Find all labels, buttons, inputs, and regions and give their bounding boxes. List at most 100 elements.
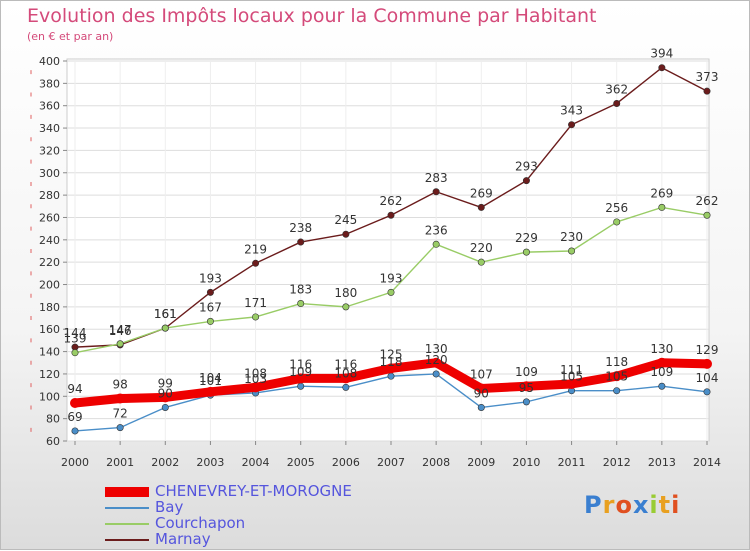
data-label-2: 256 [605, 201, 628, 215]
data-point-3 [206, 288, 214, 296]
y-tick-label: 160 [39, 323, 60, 336]
y-tick-label: 340 [39, 122, 60, 135]
data-label-2: 183 [289, 283, 312, 297]
x-tick-label: 2001 [106, 456, 134, 469]
data-label-1: 118 [380, 355, 403, 369]
data-point-2 [206, 317, 214, 325]
y-tick-label: 180 [39, 301, 60, 314]
data-point-2 [613, 218, 621, 226]
data-point-1 [477, 403, 485, 411]
data-label-1: 105 [560, 370, 583, 384]
data-point-1 [432, 370, 440, 378]
data-label-1: 90 [474, 386, 489, 400]
data-label-1: 95 [519, 381, 534, 395]
data-label-1: 120 [425, 353, 448, 367]
data-point-1 [342, 383, 350, 391]
data-label-1: 69 [67, 410, 82, 424]
y-tick-label: 300 [39, 167, 60, 180]
data-point-0 [431, 357, 442, 368]
data-point-3 [342, 230, 350, 238]
data-label-1: 72 [113, 407, 128, 421]
data-point-3 [387, 211, 395, 219]
x-tick-label: 2012 [603, 456, 631, 469]
legend-label-marnay: Marnay [155, 530, 211, 548]
y-tick-label: 100 [39, 390, 60, 403]
data-label-2: 269 [650, 186, 673, 200]
x-tick-label: 2002 [151, 456, 179, 469]
y-tick-label: 60 [46, 435, 60, 448]
y-tick-label: 260 [39, 211, 60, 224]
x-tick-label: 2013 [648, 456, 676, 469]
data-point-2 [703, 211, 711, 219]
data-point-2 [522, 248, 530, 256]
data-label-2: 167 [199, 300, 222, 314]
data-label-0: 118 [605, 355, 628, 369]
data-point-2 [297, 300, 305, 308]
y-tick-label: 360 [39, 100, 60, 113]
legend-label-bay: Bay [155, 498, 184, 516]
data-label-0: 130 [425, 342, 448, 356]
y-tick-label: 380 [39, 77, 60, 90]
y-tick-label: 400 [39, 55, 60, 68]
data-label-0: 99 [158, 376, 173, 390]
legend-label-chenevrey: CHENEVREY-ET-MOROGNE [155, 482, 352, 500]
data-label-3: 193 [199, 271, 222, 285]
data-label-3: 373 [696, 70, 719, 84]
data-point-0 [295, 373, 306, 384]
y-tick-label: 220 [39, 256, 60, 269]
legend-swatch-marnay [105, 539, 149, 541]
data-point-3 [613, 99, 621, 107]
data-label-0: 116 [334, 357, 357, 371]
data-label-0: 116 [289, 357, 312, 371]
data-label-2: 171 [244, 296, 267, 310]
data-point-3 [432, 188, 440, 196]
y-tick-label: 320 [39, 144, 60, 157]
data-point-0 [611, 371, 622, 382]
data-point-0 [160, 392, 171, 403]
legend-swatch-chenevrey [105, 487, 149, 497]
legend-label-courchapon: Courchapon [155, 514, 246, 532]
data-label-3: 269 [470, 186, 493, 200]
y-tick-label: 280 [39, 189, 60, 202]
data-point-3 [297, 238, 305, 246]
x-tick-label: 2009 [467, 456, 495, 469]
data-label-1: 103 [244, 372, 267, 386]
data-point-2 [477, 258, 485, 266]
data-point-3 [252, 259, 260, 267]
data-label-3: 394 [650, 47, 673, 61]
data-label-2: 147 [109, 323, 132, 337]
x-tick-label: 2007 [377, 456, 405, 469]
data-point-2 [252, 313, 260, 321]
data-point-1 [522, 398, 530, 406]
data-point-0 [70, 398, 80, 408]
data-label-3: 245 [334, 213, 357, 227]
data-point-1 [387, 372, 395, 380]
data-point-3 [477, 203, 485, 211]
data-point-1 [297, 382, 305, 390]
data-point-2 [658, 203, 666, 211]
data-point-0 [702, 358, 712, 369]
data-label-2: 161 [154, 307, 177, 321]
data-point-0 [250, 382, 261, 393]
data-point-2 [342, 303, 350, 311]
data-point-0 [205, 386, 216, 397]
data-point-0 [656, 357, 667, 368]
data-point-2 [161, 324, 169, 332]
data-label-1: 104 [696, 371, 719, 385]
x-tick-label: 2014 [693, 456, 721, 469]
data-label-2: 262 [696, 194, 719, 208]
data-label-2: 180 [334, 286, 357, 300]
data-point-3 [658, 64, 666, 72]
data-label-0: 107 [470, 367, 493, 381]
data-point-1 [703, 388, 711, 396]
data-point-1 [161, 403, 169, 411]
data-point-0 [386, 363, 396, 374]
data-label-0: 98 [113, 378, 128, 392]
data-point-2 [116, 340, 124, 348]
data-point-3 [522, 177, 530, 185]
data-point-3 [703, 87, 711, 95]
data-label-3: 238 [289, 221, 312, 235]
data-label-1: 101 [199, 374, 222, 388]
